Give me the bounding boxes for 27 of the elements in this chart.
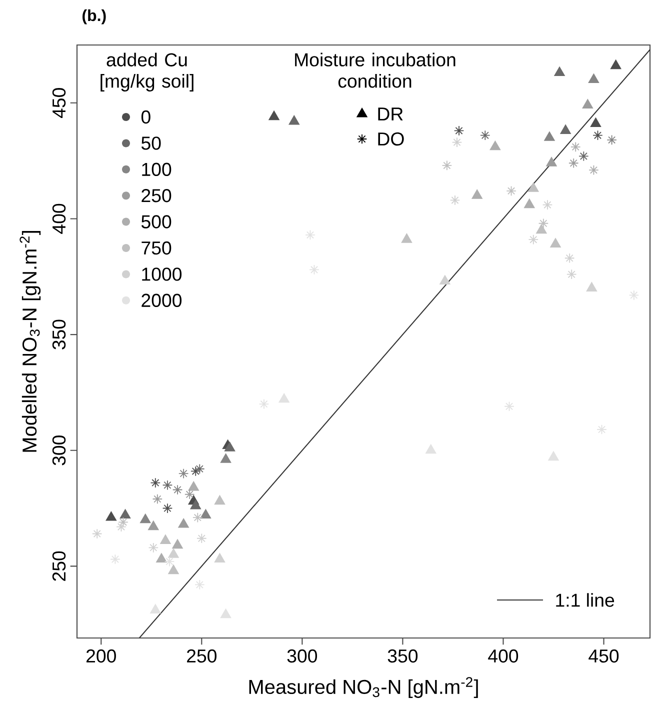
legend-title: added Cu [mg/kg soil] [100, 52, 194, 92]
x-tick-label: 200 [86, 649, 116, 663]
x-tick-label: 250 [187, 649, 216, 663]
legend-label: 500 [141, 215, 172, 228]
legend-label: 2000 [142, 294, 182, 308]
x-tick-label: 300 [287, 649, 318, 663]
annotation: DR [378, 108, 403, 120]
chart-title: (b.) [82, 9, 106, 24]
annotation: DO [378, 132, 404, 146]
y-tick-label: 300 [52, 436, 66, 466]
annotation: Moisture incubation condition [295, 52, 456, 88]
y-tick-label: 400 [52, 204, 66, 234]
y-axis-title: Modelled NO$_{3}$-N [gN.m$^{-2}$] [20, 231, 41, 452]
legend-label: 1000 [142, 268, 182, 281]
annotation: 1:1 line [556, 593, 614, 607]
legend-label: 100 [142, 162, 172, 176]
x-tick-label: 450 [588, 649, 619, 663]
x-tick-label: 350 [388, 649, 418, 663]
y-tick-label: 450 [52, 88, 66, 118]
legend-label: 50 [141, 136, 161, 150]
y-tick-label: 350 [52, 320, 66, 350]
y-tick-label: 250 [52, 551, 66, 581]
x-axis-title: Measured NO$_{3}$-N [gN.m$^{-2}$] [249, 677, 478, 698]
legend-label: 750 [142, 241, 172, 255]
x-tick-label: 400 [488, 649, 518, 663]
legend-label: 250 [142, 188, 172, 202]
legend-label: 0 [141, 110, 150, 124]
